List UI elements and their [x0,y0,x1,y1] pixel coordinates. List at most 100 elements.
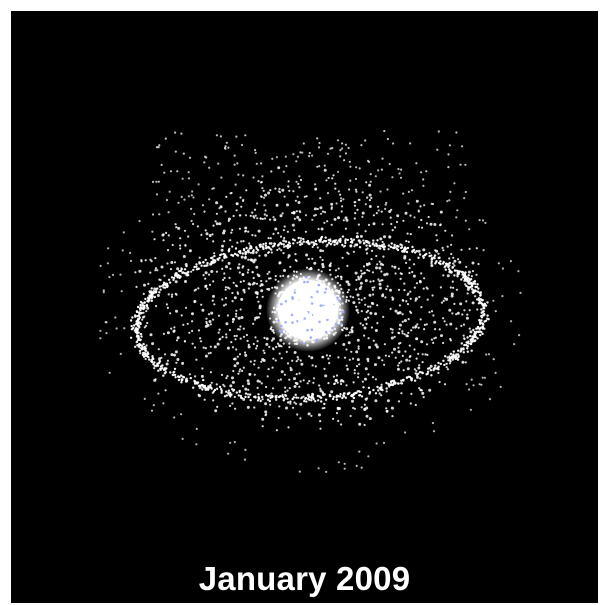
debris-dot [122,231,125,234]
debris-dot [260,283,264,287]
debris-dot [338,395,342,398]
debris-dot [293,291,297,294]
debris-dot [170,327,173,330]
debris-dot [256,379,260,383]
debris-dot [225,265,228,269]
debris-dot [234,407,237,410]
debris-dot [167,293,170,296]
debris-dot [188,331,191,334]
debris-dot [136,322,139,326]
debris-dot [314,303,317,307]
debris-dot [317,413,321,417]
debris-dot [481,325,485,329]
debris-dot [298,298,301,302]
debris-dot [238,353,242,356]
debris-dot [327,302,331,305]
debris-dot [269,189,272,192]
debris-dot [368,269,371,272]
debris-dot [302,379,305,382]
debris-dot [366,159,370,162]
debris-dot [424,353,427,356]
debris-dot [360,466,363,469]
debris-dot [470,285,473,288]
debris-dot [254,336,257,339]
debris-dot [234,338,237,341]
debris-dot [238,214,241,217]
debris-dot [199,340,203,343]
debris-dot [349,165,352,168]
debris-dot [157,180,160,183]
debris-dot [188,249,192,253]
debris-dot [142,342,145,346]
debris-dot [389,288,392,292]
debris-dot [492,358,495,361]
debris-dot [280,370,284,374]
debris-dot [123,327,126,330]
debris-dot [294,381,297,385]
debris-dot [318,295,322,299]
debris-dot [468,334,472,338]
debris-dot [225,336,228,339]
debris-dot [195,265,198,268]
debris-dot [423,323,426,326]
debris-dot [405,250,409,254]
debris-dot [385,201,388,204]
debris-dot [162,332,165,335]
debris-dot [406,303,410,306]
debris-dot [459,163,462,166]
debris-dot [240,255,244,259]
debris-dot [368,293,372,297]
debris-dot [366,269,369,272]
debris-dot [345,280,348,283]
debris-dot [481,322,484,325]
debris-dot [212,390,215,393]
debris-dot [227,391,230,395]
debris-dot [137,334,140,338]
debris-dot [297,201,301,204]
debris-dot [409,142,412,145]
debris-dot [229,384,233,388]
debris-dot [292,242,295,245]
debris-dot [397,364,400,367]
debris-dot [311,218,314,221]
debris-dot [358,363,361,366]
debris-dot [470,349,473,352]
debris-dot [369,280,372,283]
debris-dot [239,280,242,283]
debris-dot [283,245,286,248]
debris-dot [210,256,213,260]
debris-dot [148,358,151,361]
debris-dot [259,312,262,315]
debris-dot [448,268,451,271]
debris-dot [430,264,434,268]
debris-dot [280,249,283,252]
debris-dot [164,368,167,371]
debris-dot [440,301,444,304]
debris-dot [246,339,249,342]
debris-dot [193,346,197,349]
debris-dot [350,330,354,334]
debris-dot [285,307,288,311]
debris-dot [195,263,198,266]
debris-dot [231,300,234,303]
debris-dot [475,330,479,333]
debris-dot [134,314,137,317]
debris-dot [337,321,340,325]
debris-dot [292,396,296,399]
debris-dot [474,339,477,342]
debris-dot [480,316,484,319]
debris-dot [405,261,408,264]
debris-dot [243,458,247,461]
debris-dot [390,383,393,386]
debris-dot [375,212,378,215]
debris-dot [347,341,351,345]
debris-dot [250,258,254,262]
debris-dot [233,154,236,157]
debris-dot [271,387,275,390]
debris-dot [299,151,302,154]
debris-dot [308,355,311,358]
debris-dot [431,294,434,297]
debris-dot [334,342,337,345]
debris-dot [231,245,234,248]
debris-dot [185,377,188,380]
